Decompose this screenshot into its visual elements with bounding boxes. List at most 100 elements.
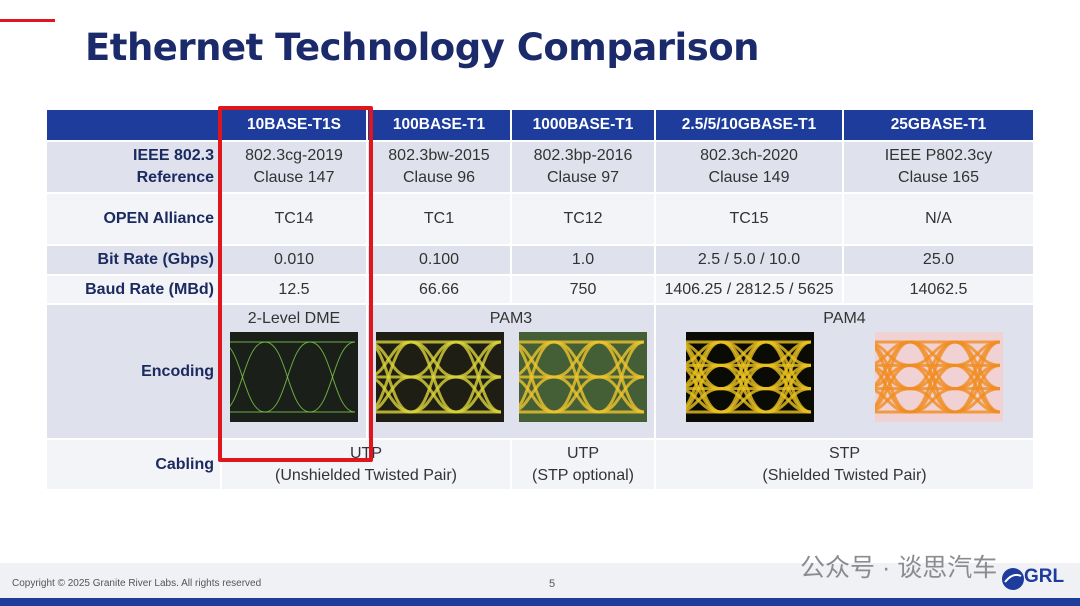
table-cell: TC14 — [220, 192, 368, 246]
table-cell: 802.3bw-2015 Clause 96 — [366, 140, 512, 194]
column-header: 25GBASE-T1 — [842, 108, 1035, 142]
column-header: 1000BASE-T1 — [510, 108, 656, 142]
label-line: IEEE 802.3 — [133, 147, 214, 164]
eye-diagram — [874, 332, 1003, 422]
cell-text: IEEE P802.3cy — [884, 147, 993, 164]
eye-diagram — [518, 332, 647, 422]
cell-text: 802.3bp-2016 — [533, 147, 633, 164]
eye-diagram — [686, 332, 815, 422]
column-header: 10BASE-T1S — [220, 108, 368, 142]
eye-images — [222, 332, 366, 422]
label-line: Baud Rate (MBd) — [85, 280, 214, 298]
table-row: Encoding 2-Level DME PAM3 PAM4 — [45, 303, 1035, 440]
table-cell: 2.5 / 5.0 / 10.0 — [654, 244, 844, 276]
table-cell: N/A — [842, 192, 1035, 246]
table-row: IEEE 802.3 Reference 802.3cg-2019 Clause 14… — [45, 140, 1035, 194]
table-cell: TC12 — [510, 192, 656, 246]
cell-text: STP — [828, 444, 861, 462]
row-label: IEEE 802.3 Reference — [45, 140, 222, 194]
table-cell: 1.0 — [510, 244, 656, 276]
comparison-table: 10BASE-T1S 100BASE-T1 1000BASE-T1 2.5/5/10G… — [45, 108, 1035, 491]
cell-text: TC15 — [729, 210, 769, 227]
label-line: Reference — [136, 169, 214, 186]
cell-text: UTP — [567, 444, 599, 462]
row-label: Encoding — [45, 303, 222, 440]
cell-text: 802.3bw-2015 — [388, 147, 490, 164]
cell-text: 25.0 — [922, 251, 955, 268]
cell-text: (Unshielded Twisted Pair) — [274, 466, 457, 484]
cell-text: 802.3ch-2020 — [700, 147, 798, 164]
cell-text: 1406.25 / 2812.5 / 5625 — [664, 280, 834, 298]
logo-mark — [1002, 568, 1024, 590]
label-line: OPEN Alliance — [103, 210, 214, 227]
table-cell: 2-Level DME — [220, 303, 368, 440]
corner-cell — [45, 108, 222, 142]
page-number: 5 — [549, 578, 556, 590]
table-row: Bit Rate (Gbps) 0.010 0.100 1.0 2.5 / 5.0 / … — [45, 244, 1035, 276]
cell-text: Clause 96 — [402, 169, 476, 186]
cell-text: N/A — [925, 210, 952, 227]
row-label: Baud Rate (MBd) — [45, 274, 222, 305]
cell-text: Clause 165 — [898, 169, 979, 186]
eye-images — [656, 332, 1033, 422]
column-header: 100BASE-T1 — [366, 108, 512, 142]
table-cell: 802.3bp-2016 Clause 97 — [510, 140, 656, 194]
footer-bar — [0, 598, 1080, 606]
table-cell: STP (Shielded Twisted Pair) — [654, 438, 1035, 491]
label-line: Encoding — [141, 362, 214, 380]
table-cell: 802.3cg-2019 Clause 147 — [220, 140, 368, 194]
table-cell: 14062.5 — [842, 274, 1035, 305]
cell-text: (STP optional) — [532, 466, 634, 484]
table-cell: 12.5 — [220, 274, 368, 305]
cell-text: 0.100 — [418, 251, 460, 268]
table-cell: UTP (Unshielded Twisted Pair) — [220, 438, 512, 491]
cell-text: 802.3cg-2019 — [245, 147, 343, 164]
cell-text: TC12 — [563, 210, 603, 227]
eye-images — [368, 332, 654, 422]
cell-text: 1.0 — [571, 251, 595, 268]
cell-text: Clause 147 — [253, 169, 335, 186]
cell-text: UTP — [350, 444, 382, 462]
table-cell: 802.3ch-2020 Clause 149 — [654, 140, 844, 194]
label-line: Cabling — [155, 455, 214, 473]
table-cell: PAM4 — [654, 303, 1035, 440]
table-cell: IEEE P802.3cy Clause 165 — [842, 140, 1035, 194]
footer-band — [0, 563, 1080, 599]
table-cell: 66.66 — [366, 274, 512, 305]
cell-text: 0.010 — [273, 251, 315, 268]
cell-text: 750 — [569, 280, 597, 298]
logo-text: GRL — [1024, 566, 1065, 587]
cell-text: 66.66 — [418, 280, 460, 298]
cell-text: (Shielded Twisted Pair) — [762, 466, 927, 484]
highlight-box — [218, 106, 373, 462]
slide-title: Ethernet Technology Comparison — [85, 26, 759, 69]
table-row: Baud Rate (MBd) 12.5 66.66 750 1406.25 / 281… — [45, 274, 1035, 305]
copyright: Copyright © 2025 Granite River Labs. All… — [12, 578, 262, 589]
table-cell: 750 — [510, 274, 656, 305]
cell-text: Clause 97 — [546, 169, 620, 186]
table-cell: 1406.25 / 2812.5 / 5625 — [654, 274, 844, 305]
cell-text: TC1 — [423, 210, 455, 227]
cell-text: PAM3 — [489, 310, 533, 327]
cell-text: PAM4 — [823, 310, 866, 327]
table-cell: 25.0 — [842, 244, 1035, 276]
watermark: 公众号 · 谈思汽车 — [800, 554, 998, 582]
row-label: OPEN Alliance — [45, 192, 222, 246]
eye-diagram — [375, 332, 504, 422]
cell-text: 14062.5 — [909, 280, 968, 298]
table-row: Cabling UTP (Unshielded Twisted Pair) UTP (S… — [45, 438, 1035, 491]
cell-text: TC14 — [274, 210, 314, 227]
cell-text: Clause 149 — [708, 169, 790, 186]
row-label: Cabling — [45, 438, 222, 491]
table-cell: UTP (STP optional) — [510, 438, 656, 491]
header-row: 10BASE-T1S 100BASE-T1 1000BASE-T1 2.5/5/10G… — [45, 108, 1035, 142]
table-cell: TC15 — [654, 192, 844, 246]
label-line: Bit Rate (Gbps) — [97, 251, 214, 268]
cell-text: 12.5 — [278, 280, 310, 298]
row-label: Bit Rate (Gbps) — [45, 244, 222, 276]
cell-text: 2-Level DME — [247, 310, 341, 327]
table-cell: TC1 — [366, 192, 512, 246]
table-cell: 0.100 — [366, 244, 512, 276]
accent-line — [0, 19, 55, 22]
